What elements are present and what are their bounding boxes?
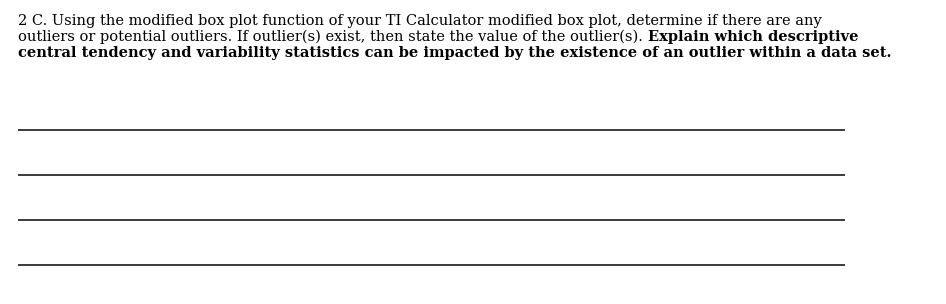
Text: central tendency and variability statistics can be impacted by the existence of : central tendency and variability statist… (18, 46, 891, 60)
Text: Explain which descriptive: Explain which descriptive (647, 30, 858, 44)
Text: outliers or potential outliers. If outlier(s) exist, then state the value of the: outliers or potential outliers. If outli… (18, 30, 647, 44)
Text: 2 C. Using the modified box plot function of your TI Calculator modified box plo: 2 C. Using the modified box plot functio… (18, 14, 822, 28)
